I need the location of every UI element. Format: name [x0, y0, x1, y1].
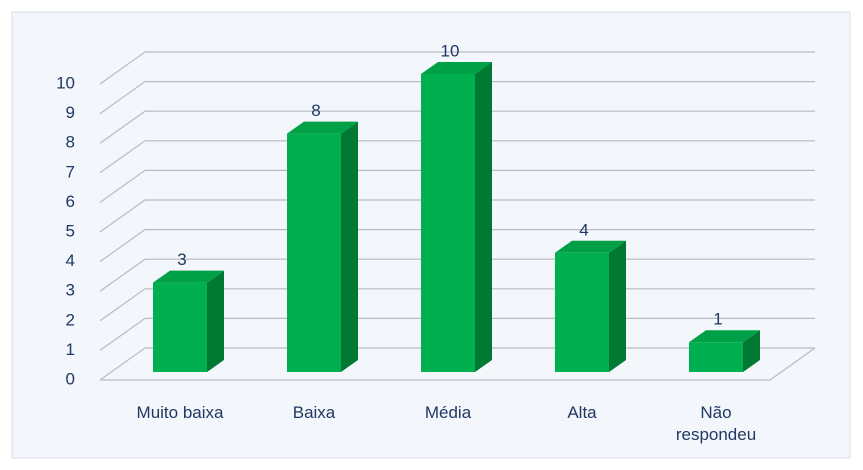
bar-side [341, 121, 358, 372]
bar-front [153, 282, 207, 372]
bar [153, 270, 224, 372]
bar-top [287, 121, 358, 134]
value-label: 10 [441, 41, 460, 60]
y-tick-label: 8 [66, 133, 75, 152]
grid-line [99, 140, 815, 174]
y-tick-label: 0 [66, 369, 75, 388]
value-label: 8 [311, 101, 320, 120]
y-tick-label: 9 [66, 103, 75, 122]
grid-line [99, 199, 815, 233]
y-tick-label: 6 [66, 192, 75, 211]
x-tick-label: Muito baixa [136, 403, 224, 422]
x-tick-label: Baixa [292, 403, 336, 422]
bar-top [689, 330, 760, 343]
bar-front [421, 74, 475, 372]
bar-front [287, 133, 341, 372]
x-tick-label: Alta [567, 403, 597, 422]
y-tick-label: 3 [66, 281, 75, 300]
grid-line [99, 229, 815, 263]
bar-top [153, 270, 224, 283]
grid-line [99, 169, 815, 203]
floor-edge [100, 347, 816, 381]
bar-side [475, 62, 492, 372]
grid-line [99, 110, 815, 144]
grid-line [99, 51, 815, 85]
y-tick-label: 5 [66, 221, 75, 240]
bar-side [609, 240, 626, 372]
y-tick-label: 7 [66, 162, 75, 181]
y-tick-label: 10 [56, 73, 75, 92]
value-label: 1 [713, 310, 722, 329]
y-tick-label: 1 [66, 340, 75, 359]
value-label: 3 [177, 250, 186, 269]
bar-front [555, 252, 609, 372]
y-tick-label: 4 [66, 251, 75, 270]
bar [421, 62, 492, 372]
bar-front [689, 342, 743, 372]
bar-side [207, 270, 224, 372]
bar-top [421, 62, 492, 74]
value-label: 4 [579, 220, 588, 239]
bar [287, 121, 358, 372]
bar [555, 240, 626, 372]
bar [689, 330, 760, 372]
x-tick-label: Não respondeu [675, 403, 757, 444]
bar-side [743, 330, 760, 372]
x-tick-label: Média [424, 403, 472, 422]
grid-line [99, 81, 815, 115]
y-tick-label: 2 [66, 310, 75, 329]
bar-top [555, 240, 626, 253]
